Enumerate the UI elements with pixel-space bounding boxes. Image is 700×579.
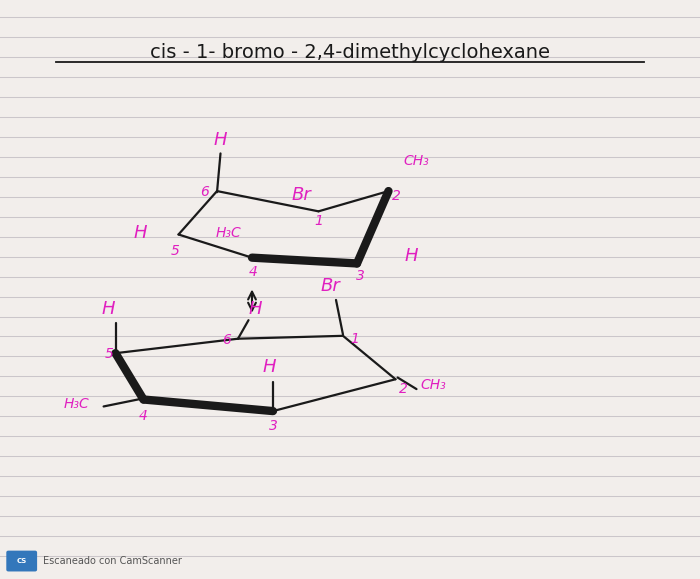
- Text: Escaneado con CamScanner: Escaneado con CamScanner: [43, 556, 182, 566]
- Text: 2: 2: [399, 382, 408, 396]
- Text: H: H: [102, 301, 116, 318]
- Text: H: H: [214, 131, 228, 149]
- Text: 1: 1: [314, 214, 323, 228]
- Text: H: H: [134, 223, 147, 242]
- Text: CH₃: CH₃: [420, 378, 446, 392]
- Text: Br: Br: [321, 277, 340, 295]
- Text: 2: 2: [392, 189, 401, 203]
- Text: H₃C: H₃C: [64, 397, 90, 411]
- FancyBboxPatch shape: [6, 551, 37, 571]
- Text: 6: 6: [199, 185, 209, 199]
- Text: 4: 4: [249, 265, 258, 278]
- Text: 1: 1: [350, 332, 359, 346]
- Text: 3: 3: [269, 419, 277, 433]
- Text: 6: 6: [222, 333, 231, 347]
- Text: 5: 5: [104, 347, 113, 361]
- Text: cis - 1- bromo - 2,4-dimethylcyclohexane: cis - 1- bromo - 2,4-dimethylcyclohexane: [150, 43, 550, 61]
- Text: 3: 3: [356, 269, 365, 283]
- Text: CS: CS: [17, 558, 27, 564]
- Text: H: H: [248, 301, 262, 318]
- Text: 4: 4: [139, 409, 148, 423]
- Text: Br: Br: [292, 186, 312, 204]
- Text: H₃C: H₃C: [216, 226, 241, 240]
- Text: CH₃: CH₃: [403, 154, 429, 168]
- Text: 5: 5: [171, 244, 179, 258]
- Text: H: H: [405, 247, 418, 265]
- Text: H: H: [262, 358, 276, 376]
